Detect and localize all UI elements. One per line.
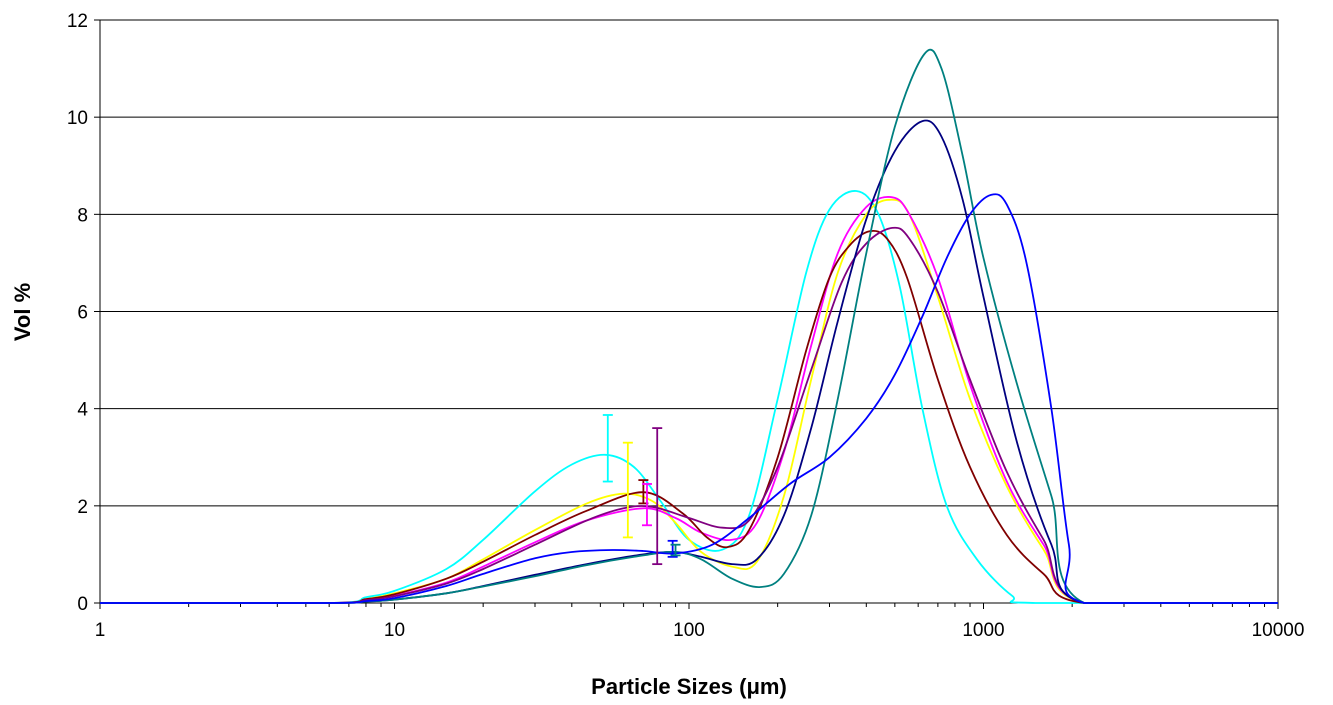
x-tick-label: 10000 <box>1252 620 1305 641</box>
y-tick-label: 2 <box>77 497 88 518</box>
y-tick-label: 12 <box>67 11 88 32</box>
series-line-4 <box>100 229 1278 604</box>
x-tick-label: 1 <box>95 620 106 641</box>
error-bar-7 <box>670 543 681 557</box>
x-axis-ticks: 1 10 100 1000 10000 <box>95 603 1305 641</box>
series-group <box>100 48 1278 604</box>
error-bar-2 <box>622 441 633 539</box>
error-bar-5 <box>652 427 663 566</box>
x-tick-label: 100 <box>673 620 705 641</box>
y-tick-label: 6 <box>77 303 88 324</box>
series-line-1 <box>100 190 1278 604</box>
gridlines <box>100 116 1278 507</box>
x-tick-label: 10 <box>384 620 405 641</box>
y-tick-label: 8 <box>77 205 88 226</box>
y-axis-ticks: 0 2 4 6 8 10 12 <box>67 11 100 615</box>
x-tick-label: 1000 <box>962 620 1004 641</box>
y-tick-label: 10 <box>67 108 88 129</box>
error-bars-group <box>602 414 681 566</box>
error-bar-4 <box>641 483 652 527</box>
x-axis-title: Particle Sizes (μm) <box>591 674 787 699</box>
y-tick-label: 4 <box>77 400 88 421</box>
series-line-5 <box>100 226 1278 604</box>
error-bar-6 <box>667 539 678 558</box>
y-tick-label: 0 <box>77 594 88 615</box>
error-bar-1 <box>602 414 613 483</box>
series-line-8 <box>100 193 1278 604</box>
series-line-7 <box>100 48 1278 604</box>
y-axis-title: Vol % <box>10 283 35 341</box>
